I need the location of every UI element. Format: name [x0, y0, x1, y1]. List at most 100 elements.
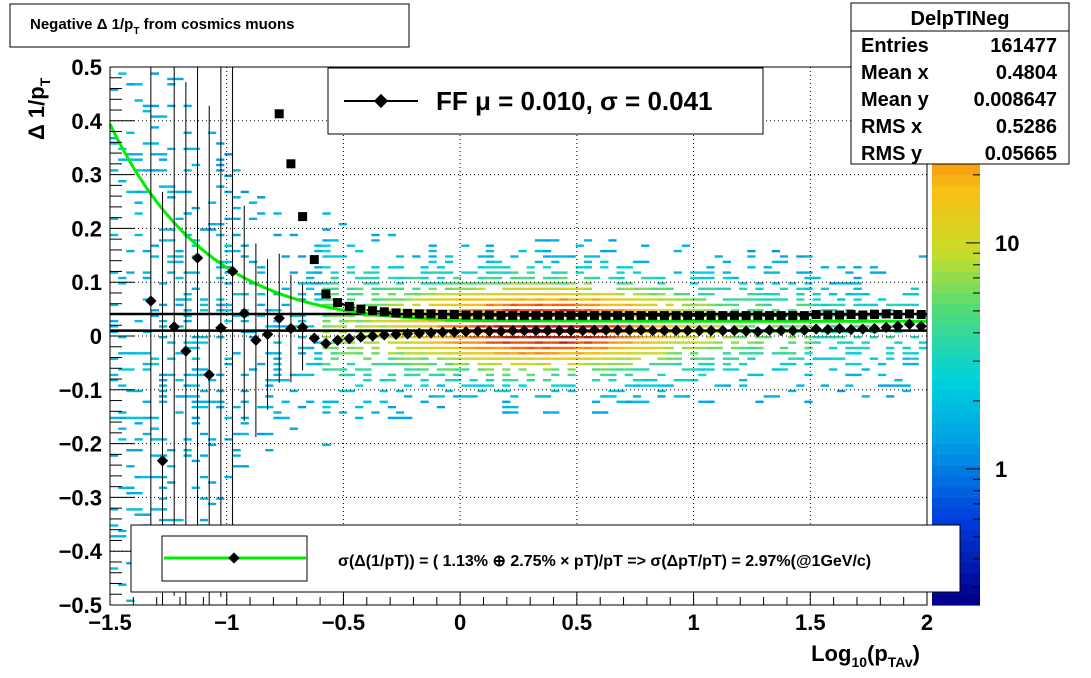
heatmap-cell: [608, 303, 617, 307]
heatmap-cell: [248, 201, 258, 204]
heatmap-cell: [306, 400, 315, 403]
heatmap-cell: [216, 309, 225, 312]
palette-swatch: [932, 282, 980, 294]
heatmap-cell: [126, 416, 135, 420]
heatmap-cell: [559, 357, 568, 360]
heatmap-cell: [420, 368, 429, 371]
heatmap-cell: [543, 303, 552, 307]
heatmap-cell: [698, 346, 707, 350]
heatmap-cell: [257, 212, 266, 215]
heatmap-cell: [502, 384, 511, 387]
heatmap-cell: [314, 249, 323, 253]
heatmap-cell: [453, 287, 462, 290]
heatmap-cell: [281, 287, 290, 290]
mean-points-layer: [145, 67, 927, 605]
heatmap-cell: [567, 384, 576, 387]
y-tick-label: 0.5: [71, 55, 102, 80]
heatmap-cell: [494, 266, 503, 269]
heatmap-cell: [502, 325, 511, 328]
heatmap-cell: [600, 368, 609, 371]
heatmap-cell: [461, 287, 470, 290]
heatmap-cell: [469, 352, 478, 355]
heatmap-cell: [175, 249, 184, 253]
heatmap-cell: [322, 303, 331, 307]
heatmap-cell: [110, 303, 119, 307]
heatmap-cell: [665, 298, 674, 301]
heatmap-cell: [216, 276, 225, 280]
heatmap-cell: [698, 293, 707, 296]
heatmap-cell: [159, 336, 168, 339]
heatmap-cell: [649, 362, 658, 366]
heatmap-cell: [159, 497, 168, 500]
heatmap-cell: [583, 346, 593, 350]
heatmap-cell: [175, 217, 184, 220]
heatmap-cell: [420, 319, 429, 323]
heatmap-cell: [502, 379, 511, 382]
heatmap-cell: [265, 309, 274, 312]
heatmap-cell: [379, 287, 388, 290]
mean-point: [308, 332, 320, 344]
heatmap-cell: [445, 368, 454, 371]
heatmap-cell: [632, 325, 642, 328]
stats-value-mean-y: 0.008647: [974, 89, 1057, 111]
heatmap-cell: [453, 346, 462, 350]
heatmap-cell: [134, 153, 143, 156]
heatmap-cell: [771, 298, 780, 301]
heatmap-cell: [730, 309, 740, 312]
heatmap-cell: [412, 336, 421, 339]
heatmap-cell: [698, 303, 707, 307]
mean-point: [460, 326, 472, 338]
heatmap-cell: [779, 255, 789, 258]
heatmap-cell: [134, 416, 143, 420]
heatmap-cell: [730, 341, 740, 344]
heatmap-cell: [526, 357, 535, 360]
heatmap-cell: [355, 287, 364, 290]
heatmap-cell: [559, 309, 568, 312]
heatmap-cell: [355, 319, 364, 323]
heatmap-cell: [159, 395, 168, 398]
palette-swatch: [932, 389, 980, 402]
heatmap-cell: [559, 271, 568, 274]
heatmap-cell: [837, 336, 846, 339]
heatmap-cell: [240, 422, 249, 425]
heatmap-cell: [616, 346, 625, 350]
heatmap-cell: [878, 362, 887, 366]
heatmap-cell: [730, 346, 740, 350]
heatmap-cell: [755, 352, 764, 355]
heatmap-cell: [159, 475, 168, 479]
heatmap-cell: [134, 389, 143, 393]
heatmap-cell: [608, 368, 617, 371]
heatmap-cell: [510, 405, 519, 409]
heatmap-cell: [575, 341, 584, 344]
sigma-point: [846, 310, 856, 319]
mean-point: [378, 329, 390, 341]
heatmap-cell: [706, 271, 715, 274]
palette-swatch: [932, 454, 980, 466]
heatmap-cell: [330, 357, 339, 360]
heatmap-cell: [878, 298, 887, 301]
heatmap-cell: [616, 303, 625, 307]
heatmap-cell: [134, 449, 143, 452]
heatmap-cell: [518, 309, 527, 312]
stats-value-entries: 161477: [990, 35, 1057, 57]
heatmap-cell: [853, 287, 862, 290]
heatmap-cell: [248, 336, 258, 339]
heatmap-cell: [804, 303, 813, 307]
heatmap-cell: [216, 142, 225, 145]
heatmap-cell: [167, 77, 176, 81]
heatmap-cell: [853, 282, 862, 285]
heatmap-cell: [346, 244, 356, 247]
sigma-point: [671, 311, 681, 321]
heatmap-cell: [445, 341, 454, 344]
heatmap-cell: [779, 368, 789, 371]
heatmap-cell: [518, 282, 527, 285]
heatmap-cell: [453, 357, 462, 360]
heatmap-cell: [592, 379, 601, 382]
heatmap-cell: [502, 309, 511, 312]
heatmap-cell: [502, 346, 511, 350]
heatmap-cell: [273, 352, 282, 355]
heatmap-cell: [420, 282, 429, 285]
heatmap-cell: [126, 271, 135, 274]
heatmap-cell: [314, 362, 323, 366]
heatmap-cell: [387, 303, 396, 307]
